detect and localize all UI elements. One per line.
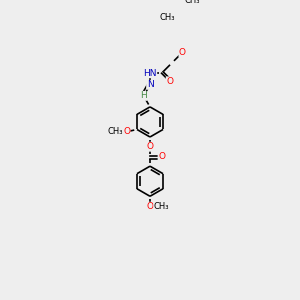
Text: CH₃: CH₃	[154, 202, 169, 211]
Text: N: N	[147, 80, 153, 89]
Text: CH₃: CH₃	[108, 127, 123, 136]
Text: HN: HN	[143, 69, 157, 78]
Text: O: O	[123, 127, 130, 136]
Text: O: O	[166, 77, 173, 86]
Text: CH₃: CH₃	[184, 0, 200, 5]
Text: O: O	[158, 152, 165, 161]
Text: CH₃: CH₃	[160, 13, 175, 22]
Text: O: O	[146, 142, 154, 151]
Text: O: O	[179, 48, 186, 57]
Text: H: H	[140, 92, 147, 100]
Text: O: O	[146, 202, 154, 211]
